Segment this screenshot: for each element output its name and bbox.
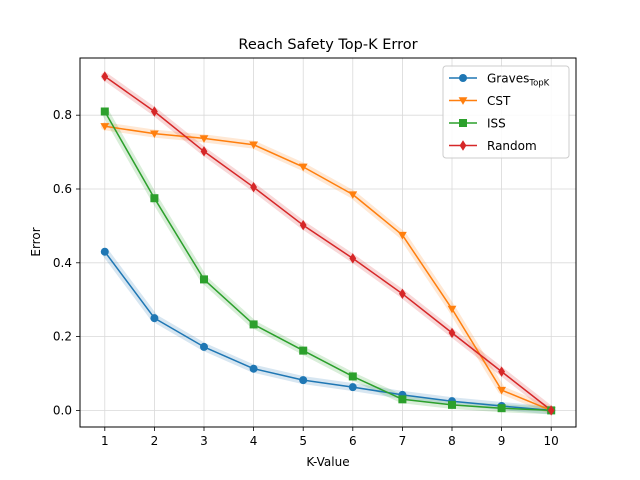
data-point-cst <box>398 231 407 240</box>
data-point-random <box>299 219 307 231</box>
chart-title: Reach Safety Top-K Error <box>238 37 417 53</box>
data-point-iss <box>299 346 308 355</box>
y-tick-label: 0.0 <box>53 403 72 417</box>
legend: GravesTopK CST ISS Random <box>442 65 570 159</box>
data-point-cst <box>447 305 457 314</box>
legend-marker-graves <box>459 74 467 82</box>
data-point-cst <box>348 191 358 199</box>
data-point-graves <box>299 376 308 385</box>
data-point-random <box>101 71 109 82</box>
y-tick-label: 0.6 <box>53 182 72 196</box>
data-point-cst <box>150 130 159 139</box>
data-point-graves <box>100 247 109 256</box>
legend-label-text: Random <box>487 139 537 153</box>
legend-label-iss: ISS <box>487 117 506 131</box>
data-point-cst <box>497 386 506 395</box>
data-point-random <box>151 106 158 117</box>
y-axis-title: Error <box>29 227 43 256</box>
x-tick-label: 2 <box>151 434 159 448</box>
data-point-iss <box>249 320 258 329</box>
data-point-iss <box>398 395 407 404</box>
data-point-iss <box>100 107 109 116</box>
series-line-cst <box>104 125 552 412</box>
x-tick-label: 4 <box>250 434 258 448</box>
legend-marker-cst <box>458 97 468 105</box>
x-tick-label: 7 <box>399 434 407 448</box>
data-point-random <box>250 181 257 193</box>
x-tick-label: 5 <box>299 434 307 448</box>
x-tick-label: 10 <box>544 434 559 448</box>
series-line-graves <box>104 251 552 412</box>
x-tick-label: 3 <box>200 434 208 448</box>
data-point-random <box>349 253 357 264</box>
legend-marker-random <box>459 140 467 151</box>
x-axis-ticks: 1 2 3 4 5 6 7 8 9 10 <box>101 427 559 448</box>
data-point-random <box>399 288 406 299</box>
series-line-random <box>104 75 552 411</box>
x-tick-label: 8 <box>448 434 456 448</box>
data-point-iss <box>348 372 357 381</box>
series-markers <box>100 71 556 416</box>
plot-frame <box>79 57 577 428</box>
data-point-random <box>547 405 555 416</box>
data-point-graves <box>249 364 258 373</box>
y-tick-label: 0.8 <box>53 108 72 122</box>
data-point-iss <box>448 400 456 409</box>
series-line-iss <box>104 111 552 412</box>
x-tick-label: 1 <box>101 434 109 448</box>
y-axis-ticks: 0.0 0.2 0.4 0.6 0.8 <box>53 108 80 417</box>
data-point-random <box>448 327 456 339</box>
y-tick-label: 0.2 <box>53 330 72 344</box>
legend-label-cst: CST <box>487 94 511 108</box>
data-point-graves <box>348 383 357 392</box>
legend-label-subscript: TopK <box>528 79 549 89</box>
data-point-cst <box>199 135 209 143</box>
x-tick-label: 6 <box>349 434 357 448</box>
data-point-cst <box>249 141 258 150</box>
data-point-iss <box>150 194 159 203</box>
legend-label-text: Graves <box>487 72 529 86</box>
y-tick-label: 0.4 <box>53 256 72 270</box>
legend-label-text: ISS <box>487 117 506 131</box>
data-point-iss <box>200 275 208 284</box>
data-point-cst <box>100 123 110 131</box>
legend-label-text: CST <box>487 94 511 108</box>
x-axis-title: K-Value <box>306 455 349 469</box>
legend-box <box>442 65 570 159</box>
series-lines <box>104 75 552 412</box>
legend-label-graves: GravesTopK <box>487 72 550 89</box>
data-point-random <box>200 146 208 157</box>
data-point-cst <box>298 163 308 172</box>
data-point-random <box>498 366 505 377</box>
legend-marker-iss <box>459 119 467 127</box>
x-tick-label: 9 <box>498 434 506 448</box>
data-point-iss <box>497 404 506 413</box>
data-point-graves <box>200 342 208 351</box>
data-point-graves <box>150 314 159 323</box>
legend-label-random: Random <box>487 139 537 153</box>
